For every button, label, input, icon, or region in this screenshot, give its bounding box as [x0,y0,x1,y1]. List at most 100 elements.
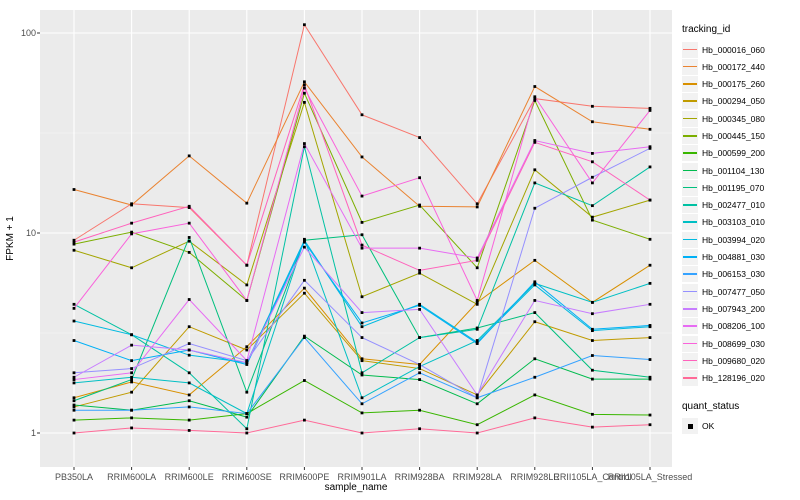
data-point [130,390,133,394]
data-point [72,431,76,435]
legend-item: Hb_008206_100 [682,318,800,335]
data-point [648,358,652,361]
data-point [418,246,421,250]
data-point [360,431,364,435]
legend-color-line [683,65,697,68]
data-point [303,86,306,90]
data-point [591,175,594,179]
data-point [130,426,133,430]
data-point [130,378,133,381]
x-tick-label: RRII105LA_Stressed [607,472,693,482]
data-point [72,302,76,306]
data-point [533,181,537,185]
legend-label: Hb_007943_200 [702,303,765,314]
data-point [130,232,133,236]
data-point [72,375,76,379]
data-point [130,359,133,363]
legend-key-line-icon [682,197,698,214]
legend-color-line [683,186,697,189]
data-point [591,412,594,416]
data-point [245,348,249,352]
legend-color-line [683,48,697,51]
data-point [475,258,479,262]
data-point [648,302,652,306]
data-point [591,104,594,108]
data-point [418,307,421,311]
data-point [187,236,191,239]
legend-label: Hb_008699_030 [702,338,765,349]
legend-color-line [683,134,697,137]
data-point [360,155,364,159]
legend-label: Hb_000294_050 [702,96,765,107]
data-point [130,221,133,225]
data-point [245,361,249,364]
data-point [303,23,306,27]
data-point [591,218,594,222]
legend-color-line [683,273,697,275]
data-point [72,408,76,412]
data-point [303,91,306,95]
data-point [303,418,306,422]
data-point [187,371,191,375]
legend-item: Hb_009680_020 [682,352,800,369]
data-point [130,416,133,420]
legend-item: Hb_001195_070 [682,179,800,196]
legend-color-line [683,117,697,120]
legend-label: Hb_007477_050 [702,286,765,297]
data-point [418,269,421,272]
data-point [187,381,191,385]
data-point [187,418,191,422]
data-point [245,412,249,416]
data-point [72,319,76,323]
data-point [245,431,249,435]
data-point [475,327,479,331]
legend-key-line-icon [682,231,698,248]
data-point [245,390,249,394]
data-point [245,415,249,419]
y-axis-title: FPKM + 1 [0,10,21,467]
legend-label: Hb_000345_080 [702,113,765,124]
data-point [360,357,364,361]
legend-key-line-icon [682,58,698,75]
data-point [591,339,594,342]
data-point [72,418,76,422]
data-point [533,85,537,88]
data-point [72,188,76,191]
quant-legend-label: OK [702,421,715,432]
quant-legend-item: OK [682,418,800,435]
data-point [187,239,191,243]
data-point [418,408,421,412]
x-axis-title: sample_name [324,482,388,493]
legend-key-line-icon [682,300,698,317]
legend-label: Hb_001195_070 [702,182,765,193]
data-point [533,393,537,397]
data-point [475,256,479,260]
data-point [187,342,191,345]
data-point [418,365,421,368]
legend-key-line-icon [682,110,698,127]
data-point [533,95,537,99]
legend-item: Hb_001104_130 [682,162,800,179]
data-point [533,375,537,379]
data-point [72,399,76,403]
data-point [360,336,364,339]
data-point [72,371,76,375]
legend-key-line-icon [682,41,698,58]
data-point [533,311,537,314]
legend-label: Hb_000445_150 [702,130,765,141]
data-point [187,204,191,208]
data-point [72,248,76,252]
data-point [475,302,479,306]
legend-label: Hb_002477_010 [702,200,765,211]
x-tick-label: RRII105LA_Control [553,472,632,482]
data-point [648,146,652,150]
x-tick-label: RRIM928LE [510,472,560,482]
plot-panel [40,10,672,467]
data-point [591,368,594,372]
data-point [303,379,306,382]
data-point [360,321,364,325]
data-point [648,336,652,339]
data-point [533,99,537,102]
data-point [591,181,594,185]
legend-key-line-icon [682,162,698,179]
